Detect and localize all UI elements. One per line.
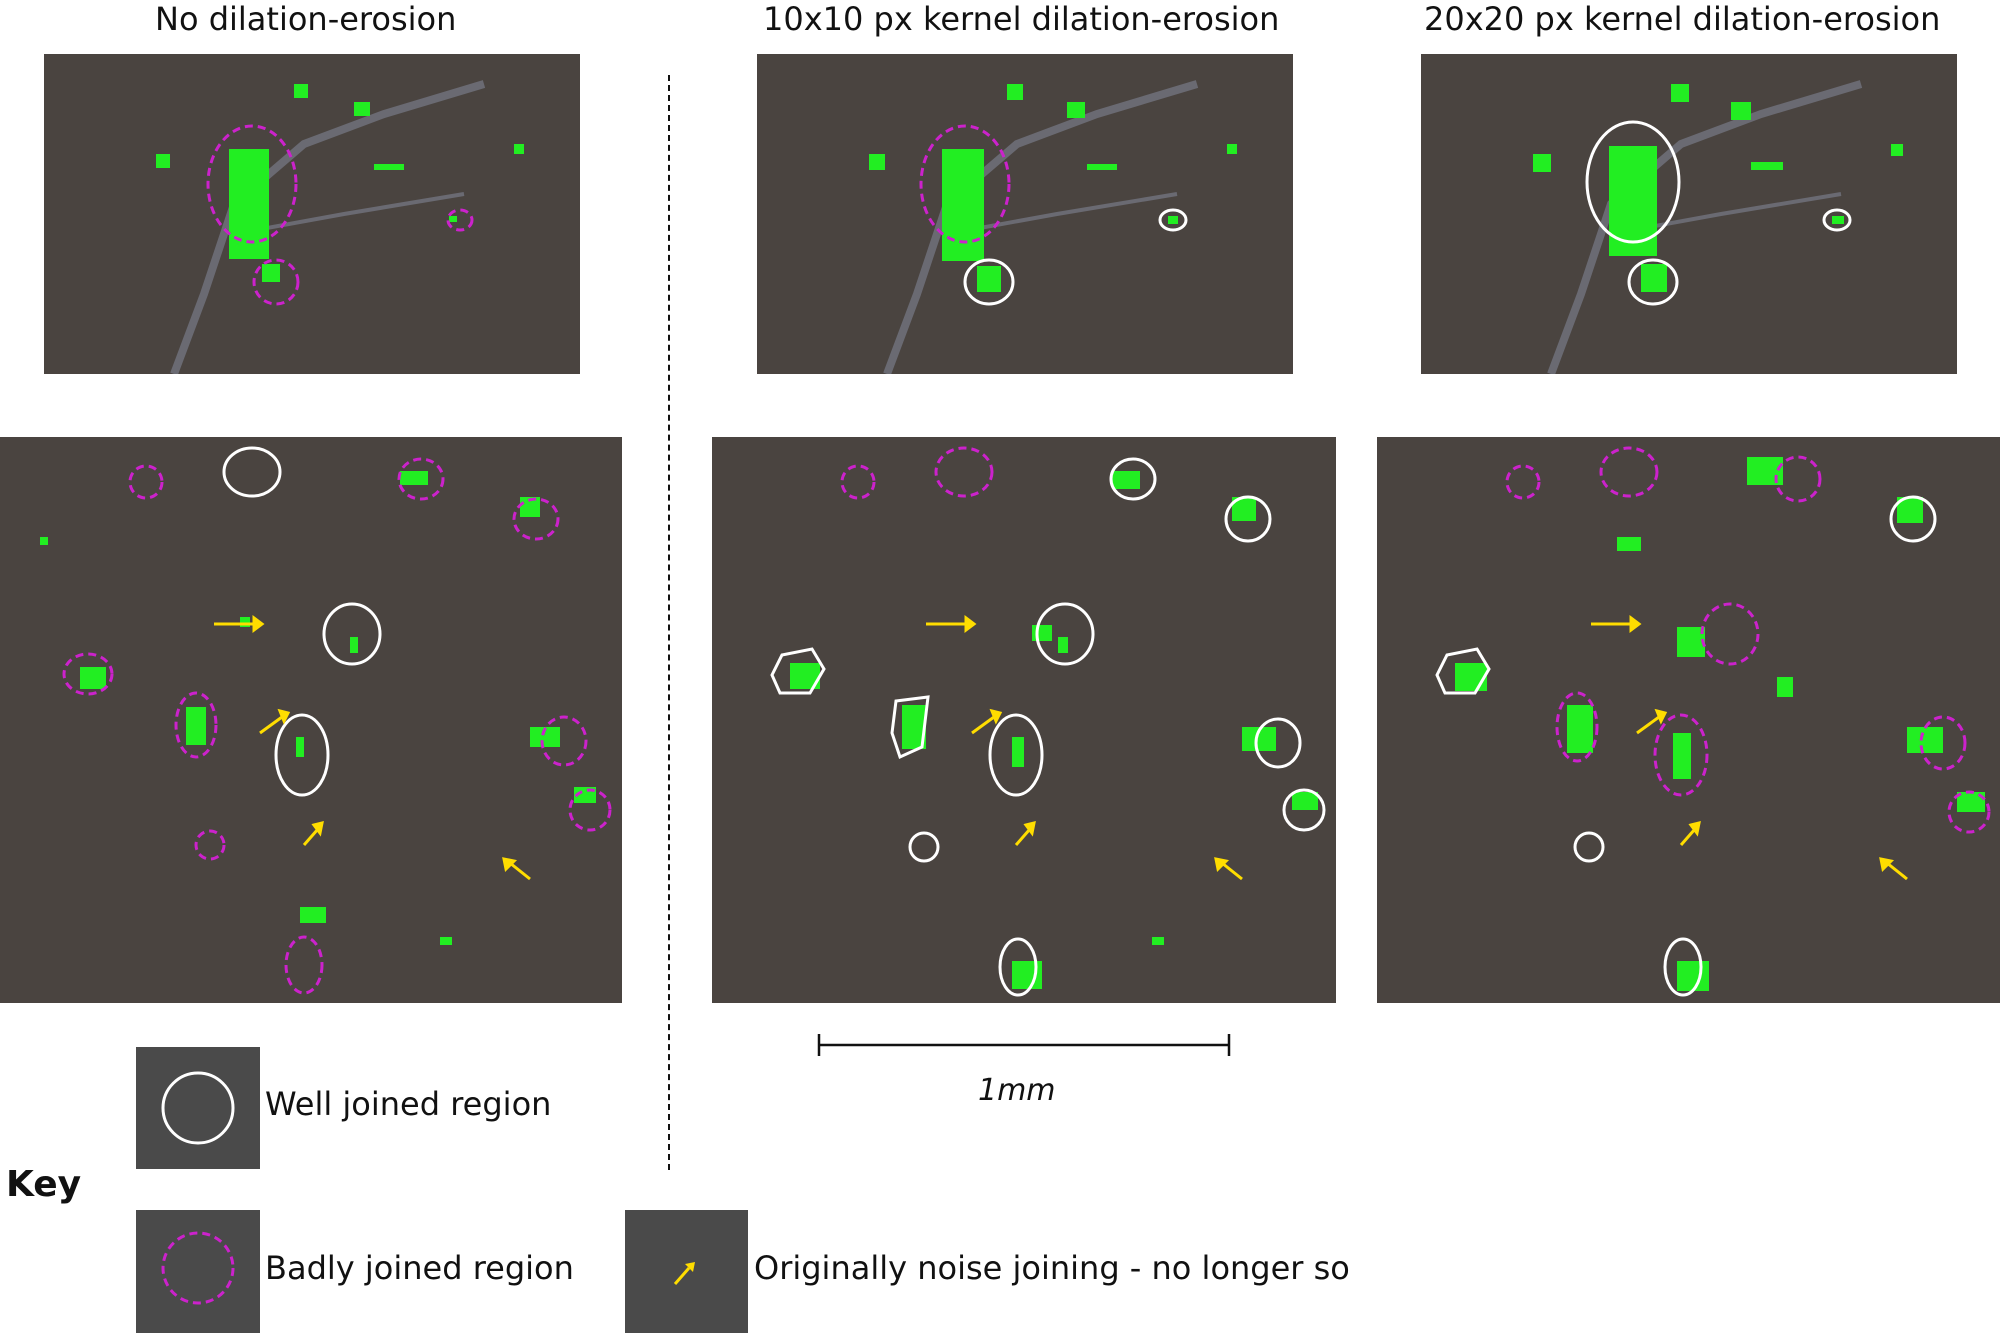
key-noise-arrow-label: Originally noise joining - no longer so bbox=[754, 1249, 1350, 1287]
scale-bar-label: 1mm bbox=[978, 1073, 1056, 1108]
micrograph-top-no-dilation bbox=[44, 54, 580, 374]
key-well-joined-swatch bbox=[136, 1047, 260, 1169]
key-badly-joined-swatch bbox=[136, 1210, 260, 1333]
micrograph-bottom-no-dilation bbox=[0, 437, 622, 1003]
key-badly-joined-label: Badly joined region bbox=[265, 1249, 574, 1287]
column-title-no-dilation: No dilation-erosion bbox=[155, 0, 457, 38]
micrograph-top-10px-kernel bbox=[757, 54, 1293, 374]
micrograph-bottom-20px-kernel bbox=[1377, 437, 2000, 1003]
column-divider bbox=[668, 75, 670, 1170]
key-well-joined-label: Well joined region bbox=[265, 1085, 552, 1123]
column-title-20px-kernel: 20x20 px kernel dilation-erosion bbox=[1424, 0, 1941, 38]
key-noise-arrow-swatch bbox=[625, 1210, 748, 1333]
key-title: Key bbox=[6, 1164, 82, 1205]
scale-bar bbox=[817, 1034, 1231, 1056]
noise-arrow-icon bbox=[673, 1262, 695, 1285]
column-title-10px-kernel: 10x10 px kernel dilation-erosion bbox=[763, 0, 1280, 38]
micrograph-bottom-10px-kernel bbox=[712, 437, 1336, 1003]
micrograph-top-20px-kernel bbox=[1421, 54, 1957, 374]
